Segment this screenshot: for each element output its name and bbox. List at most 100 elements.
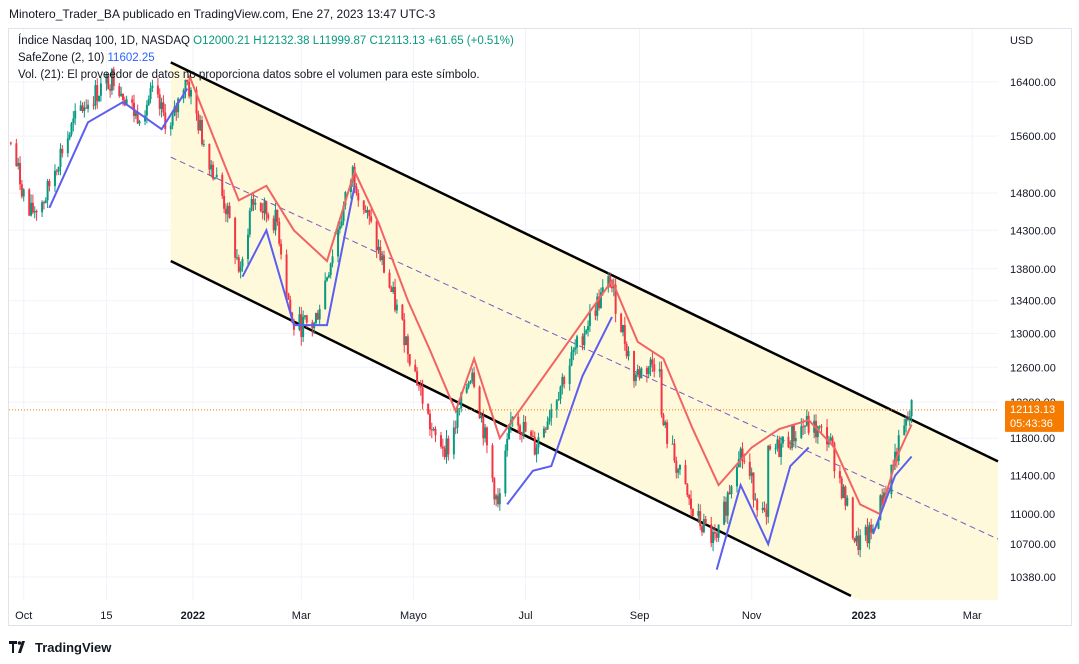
candle-body — [561, 376, 564, 387]
candle-body — [298, 314, 301, 330]
candle-body — [419, 385, 422, 388]
candle-body — [601, 287, 604, 293]
candle-body — [816, 426, 819, 438]
candle-body — [776, 439, 779, 449]
candle-body — [658, 369, 661, 372]
candle-body — [42, 202, 45, 204]
time-tick-label: Mar — [292, 610, 311, 622]
candle-body — [259, 202, 262, 212]
price-tick-label: 14300.00 — [1010, 225, 1056, 237]
candle-body — [607, 276, 610, 288]
candle-body — [870, 524, 873, 533]
price-tick-label: 13800.00 — [1010, 264, 1056, 276]
candle-body — [162, 102, 165, 113]
candle-body — [531, 435, 534, 437]
candle-body — [750, 472, 753, 476]
last-price-tag — [1005, 400, 1064, 432]
candle-body — [353, 166, 356, 187]
candle-body — [546, 421, 549, 430]
candle-body — [671, 443, 674, 445]
candle-body — [537, 437, 540, 448]
candle-body — [493, 478, 496, 500]
candle-body — [31, 202, 34, 213]
candle-body — [342, 205, 345, 222]
candle-body — [851, 497, 854, 539]
candle-body — [864, 526, 867, 536]
symbol-legend[interactable]: Índice Nasdaq 100, 1D, NASDAQ O12000.21 … — [18, 35, 514, 47]
candle-body — [471, 372, 474, 382]
candle-body — [92, 104, 95, 106]
candle-body — [158, 94, 161, 109]
price-tick-label: 11400.00 — [1010, 471, 1055, 483]
countdown-value: 05:43:36 — [1010, 418, 1053, 430]
candle-body — [688, 495, 691, 499]
candle-body — [285, 254, 288, 294]
candle-body — [866, 526, 869, 544]
candle-body — [395, 304, 398, 311]
candle-body — [405, 336, 408, 346]
candle-body — [303, 315, 306, 317]
candle-body — [594, 310, 597, 316]
symbol-name[interactable]: Índice Nasdaq 100, 1D, NASDAQ — [18, 35, 190, 47]
channel-upper-line — [170, 61, 999, 463]
candle-body — [756, 499, 759, 511]
candle-body — [710, 524, 713, 543]
candle-body — [677, 469, 680, 473]
time-tick-label: 15 — [100, 610, 112, 622]
candle-body — [842, 486, 845, 498]
candle-body — [802, 426, 805, 428]
candle-body — [434, 428, 437, 436]
candle-body — [522, 421, 525, 435]
candle-body — [20, 184, 23, 197]
candle-body — [22, 189, 25, 197]
candle-body — [794, 438, 797, 442]
candle-body — [491, 445, 494, 479]
volume-legend[interactable]: Vol. (21): El proveedor de datos no prop… — [18, 69, 480, 81]
candle-body — [221, 174, 224, 196]
tradingview-footer[interactable]: TradingView — [9, 636, 111, 658]
candle-body — [588, 310, 591, 326]
candle-body — [820, 426, 823, 428]
candle-body — [98, 95, 101, 102]
candle-body — [460, 392, 463, 409]
close-value: C12113.13 — [369, 35, 425, 47]
candle-body — [131, 99, 134, 103]
candle-body — [357, 193, 360, 201]
candle-body — [147, 99, 150, 105]
candle-body — [202, 143, 205, 145]
candle-body — [726, 492, 729, 516]
price-tick-label: 10380.00 — [1010, 572, 1056, 584]
candle-body — [241, 259, 244, 267]
candle-body — [213, 177, 216, 179]
safezone-label[interactable]: SafeZone (2, 10) — [18, 52, 105, 64]
safezone-legend[interactable]: SafeZone (2, 10) 11602.25 — [18, 52, 155, 64]
candle-body — [724, 501, 727, 516]
safezone-short-segment — [188, 75, 913, 516]
candle-body — [715, 533, 718, 538]
last-price-value: 12113.13 — [1010, 404, 1055, 416]
safezone-long-segment — [48, 88, 189, 209]
candle-body — [441, 446, 444, 449]
candle-body — [877, 519, 880, 529]
candle-body — [414, 364, 417, 372]
candle-body — [542, 428, 545, 438]
candle-body — [403, 319, 406, 346]
candle-body — [627, 351, 630, 357]
candle-body — [280, 243, 283, 255]
candle-body — [807, 415, 810, 433]
candle-body — [614, 284, 617, 314]
candle-body — [421, 387, 424, 404]
candle-body — [351, 166, 354, 181]
candle-body — [739, 448, 742, 459]
candle-body — [239, 266, 242, 272]
candle-body — [713, 531, 716, 534]
candle-body — [625, 344, 628, 357]
price-tick-label: 12600.00 — [1010, 362, 1056, 374]
time-tick-label: Jul — [519, 610, 533, 622]
candle-body — [620, 313, 623, 333]
candle-body — [906, 419, 909, 421]
candle-body — [803, 425, 806, 427]
candle-body — [649, 359, 652, 368]
candle-body — [314, 312, 317, 323]
